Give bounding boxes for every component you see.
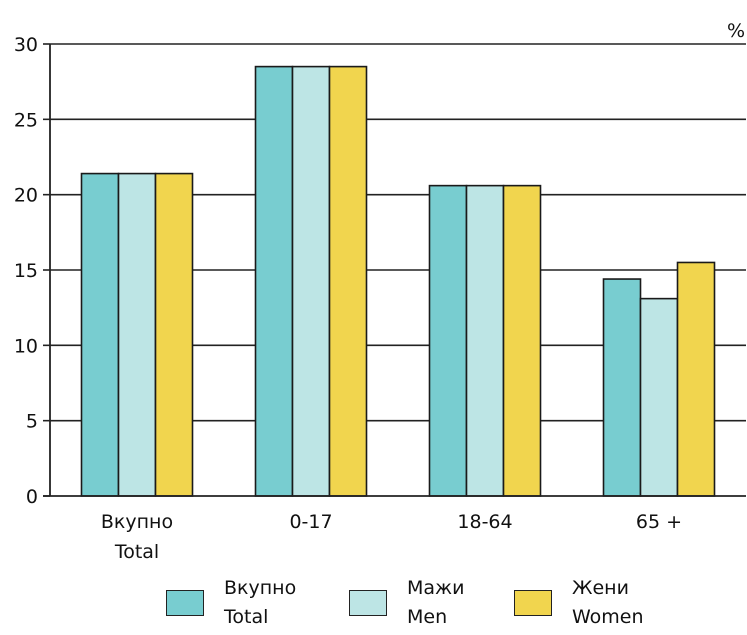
bar-men-2 xyxy=(465,184,505,497)
legend-swatch-women xyxy=(514,590,552,616)
legend-label-total-en: Total xyxy=(224,606,269,628)
bar-total-3 xyxy=(602,278,642,497)
legend-swatch-men xyxy=(349,590,387,616)
x-tick-label: Вкупно xyxy=(101,511,173,533)
bar-total-2 xyxy=(428,184,468,497)
legend-label-men-en: Men xyxy=(407,606,448,628)
bar-total-0 xyxy=(80,172,120,497)
legend: Вкупно Total Мажи Men Жени Women xyxy=(0,572,747,634)
x-tick-label: 18-64 xyxy=(457,511,512,533)
bar-women-1 xyxy=(328,65,368,497)
x-axis: Вкупно Total 0-17 18-64 65 + xyxy=(43,495,746,563)
y-tick-label: 25 xyxy=(14,109,38,131)
legend-label-total-mk: Вкупно xyxy=(224,577,297,599)
y-tick-label: 5 xyxy=(26,411,38,433)
x-tick-label-secondary: Total xyxy=(114,541,159,563)
legend-item-women: Жени Women xyxy=(514,572,694,634)
legend-label-men-mk: Мажи xyxy=(407,577,465,599)
y-unit-label: % xyxy=(727,20,745,42)
y-tick-label: 0 xyxy=(26,486,38,508)
legend-swatch-total xyxy=(166,590,204,616)
bar-men-3 xyxy=(639,297,679,497)
bar-men-1 xyxy=(291,65,331,497)
bars xyxy=(80,65,716,497)
x-tick-label: 65 + xyxy=(636,511,682,533)
legend-item-total: Вкупно Total xyxy=(166,572,336,634)
y-tick-label: 10 xyxy=(14,335,38,357)
y-tick-label: 15 xyxy=(14,260,38,282)
bar-total-1 xyxy=(254,65,294,497)
y-tick-label: 20 xyxy=(14,185,38,207)
bar-chart: 0 5 10 15 20 25 30 Вкупно Total 0-17 18-64 65 + % xyxy=(14,20,746,563)
legend-label-women-mk: Жени xyxy=(572,577,629,599)
bar-women-3 xyxy=(676,261,716,497)
y-axis: 0 5 10 15 20 25 30 xyxy=(14,34,51,508)
bar-women-0 xyxy=(154,172,194,497)
legend-item-men: Мажи Men xyxy=(349,572,509,634)
bar-men-0 xyxy=(117,172,157,497)
legend-label-women-en: Women xyxy=(572,606,644,628)
y-tick-label: 30 xyxy=(14,34,38,56)
bar-women-2 xyxy=(502,184,542,497)
x-tick-label: 0-17 xyxy=(289,511,332,533)
